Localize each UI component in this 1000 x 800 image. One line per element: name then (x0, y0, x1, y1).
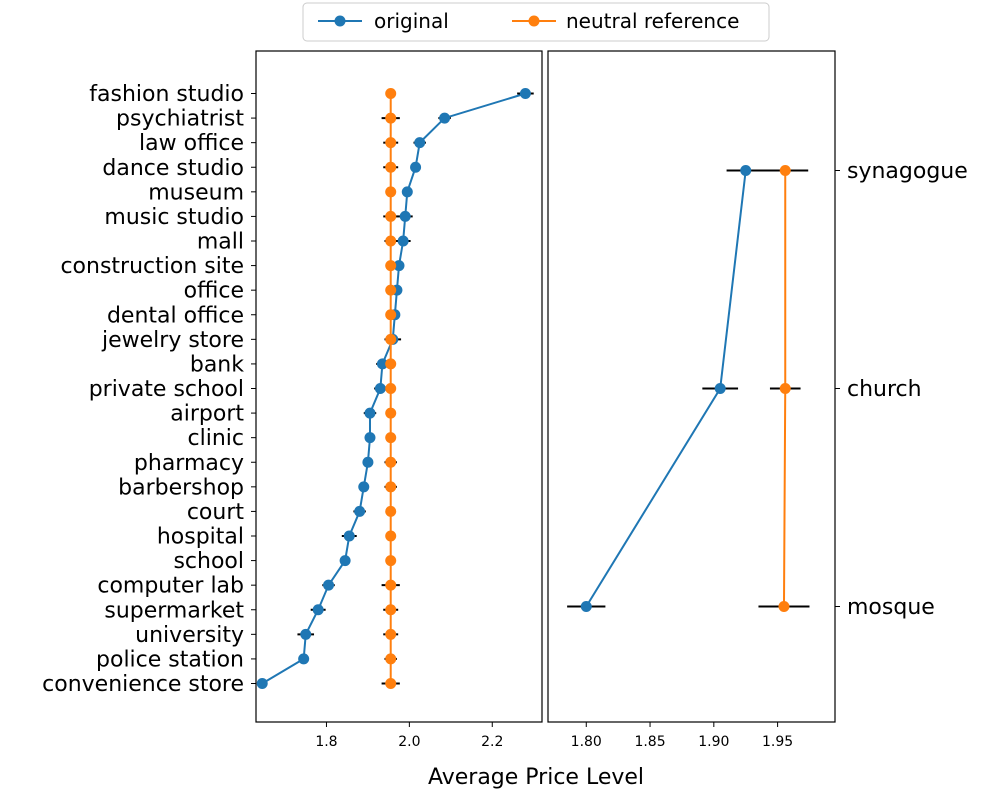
point-original-bank (376, 358, 388, 370)
category-label-dental-office: dental office (107, 303, 244, 328)
category-label-synagogue: synagogue (847, 159, 968, 184)
category-label-dance-studio: dance studio (102, 156, 244, 181)
point-neutral-reference-office (385, 284, 397, 296)
point-neutral-reference-construction-site (385, 260, 397, 272)
point-neutral-reference-hospital (385, 530, 397, 542)
point-neutral-reference-law-office (385, 137, 397, 149)
point-original-fashion-studio (519, 88, 531, 99)
point-original-private-school (374, 383, 386, 394)
point-neutral-reference-airport (385, 407, 397, 419)
x-tick-label: 2.0 (398, 734, 420, 750)
point-neutral-reference-pharmacy (385, 456, 397, 468)
point-original-police-station (298, 653, 310, 665)
right-panel: 1.80 1.85 1.90 1.95 synagogue church mosque (547, 50, 968, 750)
category-label-office: office (184, 279, 244, 304)
point-original-law-office (414, 137, 426, 149)
point-neutral-reference-computer-lab (385, 579, 397, 591)
category-label-computer-lab: computer lab (97, 574, 244, 599)
category-label-airport: airport (170, 402, 244, 427)
legend-marker-original (334, 15, 346, 27)
panel-frame (547, 50, 836, 723)
point-neutral-reference-mosque (778, 601, 790, 612)
point-original-museum (401, 186, 413, 198)
point-original-mosque (580, 601, 592, 612)
point-original-music-studio (399, 210, 411, 222)
point-original-school (339, 555, 351, 567)
category-label-pharmacy: pharmacy (134, 451, 244, 476)
category-label-convenience-store: convenience store (42, 672, 244, 697)
point-neutral-reference-museum (385, 186, 397, 198)
category-label-police-station: police station (96, 647, 244, 672)
point-neutral-reference-bank (385, 358, 397, 370)
point-original-construction-site (393, 260, 405, 272)
category-label-psychiatrist: psychiatrist (116, 107, 244, 132)
point-neutral-reference-fashion-studio (385, 88, 397, 99)
point-neutral-reference-barbershop (385, 481, 397, 493)
category-label-museum: museum (148, 180, 244, 205)
category-label-fashion-studio: fashion studio (89, 82, 244, 107)
point-original-computer-lab (323, 579, 335, 591)
point-original-airport (364, 407, 376, 419)
category-label-mosque: mosque (847, 595, 935, 620)
point-original-barbershop (358, 481, 370, 493)
x-tick-label: 1.85 (634, 734, 665, 750)
category-label-law-office: law office (139, 131, 244, 156)
point-neutral-reference-music-studio (385, 210, 397, 222)
point-neutral-reference-dance-studio (385, 161, 397, 173)
point-neutral-reference-jewelry-store (385, 333, 397, 345)
point-original-psychiatrist (439, 112, 451, 124)
legend-marker-neutral-reference (528, 15, 540, 27)
point-neutral-reference-convenience-store (385, 678, 397, 689)
point-neutral-reference-court (385, 505, 397, 517)
point-neutral-reference-clinic (385, 432, 397, 444)
x-tick-label: 1.95 (762, 734, 793, 750)
x-tick-label: 2.2 (481, 734, 503, 750)
category-label-court: court (187, 500, 245, 525)
point-original-pharmacy (362, 456, 374, 468)
point-neutral-reference-school (385, 555, 397, 567)
legend-label-neutral-reference: neutral reference (566, 9, 739, 33)
x-tick-label: 1.8 (315, 734, 337, 750)
category-label-barbershop: barbershop (118, 475, 244, 500)
category-label-supermarket: supermarket (104, 598, 244, 623)
panel-frame (255, 50, 543, 723)
point-neutral-reference-synagogue (779, 165, 791, 176)
point-original-university (300, 628, 312, 640)
point-original-court (354, 505, 366, 517)
point-neutral-reference-university (385, 628, 397, 640)
point-neutral-reference-dental-office (385, 309, 397, 321)
point-original-synagogue (740, 165, 752, 176)
category-label-jewelry-store: jewelry store (101, 328, 244, 353)
point-original-dance-studio (410, 161, 422, 173)
point-neutral-reference-private-school (385, 383, 397, 394)
category-label-church: church (847, 377, 922, 402)
legend: original neutral reference (302, 2, 770, 42)
point-neutral-reference-mall (385, 235, 397, 247)
point-original-convenience-store (256, 678, 268, 689)
category-label-private-school: private school (89, 377, 244, 402)
category-label-mall: mall (197, 230, 244, 255)
x-axis-label: Average Price Level (428, 765, 644, 790)
x-tick-label: 1.90 (698, 734, 729, 750)
point-neutral-reference-police-station (385, 653, 397, 665)
point-original-hospital (343, 530, 355, 542)
point-original-church (714, 383, 726, 394)
point-neutral-reference-psychiatrist (385, 112, 397, 124)
category-label-school: school (173, 549, 244, 574)
category-label-hospital: hospital (157, 525, 244, 550)
category-label-construction-site: construction site (60, 254, 244, 279)
point-original-supermarket (312, 604, 324, 616)
category-label-university: university (135, 623, 244, 648)
x-tick-label: 1.80 (571, 734, 602, 750)
point-original-mall (397, 235, 409, 247)
category-label-clinic: clinic (188, 426, 244, 451)
point-original-clinic (364, 432, 376, 444)
legend-label-original: original (374, 9, 449, 33)
category-label-music-studio: music studio (104, 205, 244, 230)
point-neutral-reference-church (779, 383, 791, 394)
point-neutral-reference-supermarket (385, 604, 397, 616)
category-label-bank: bank (190, 352, 244, 377)
